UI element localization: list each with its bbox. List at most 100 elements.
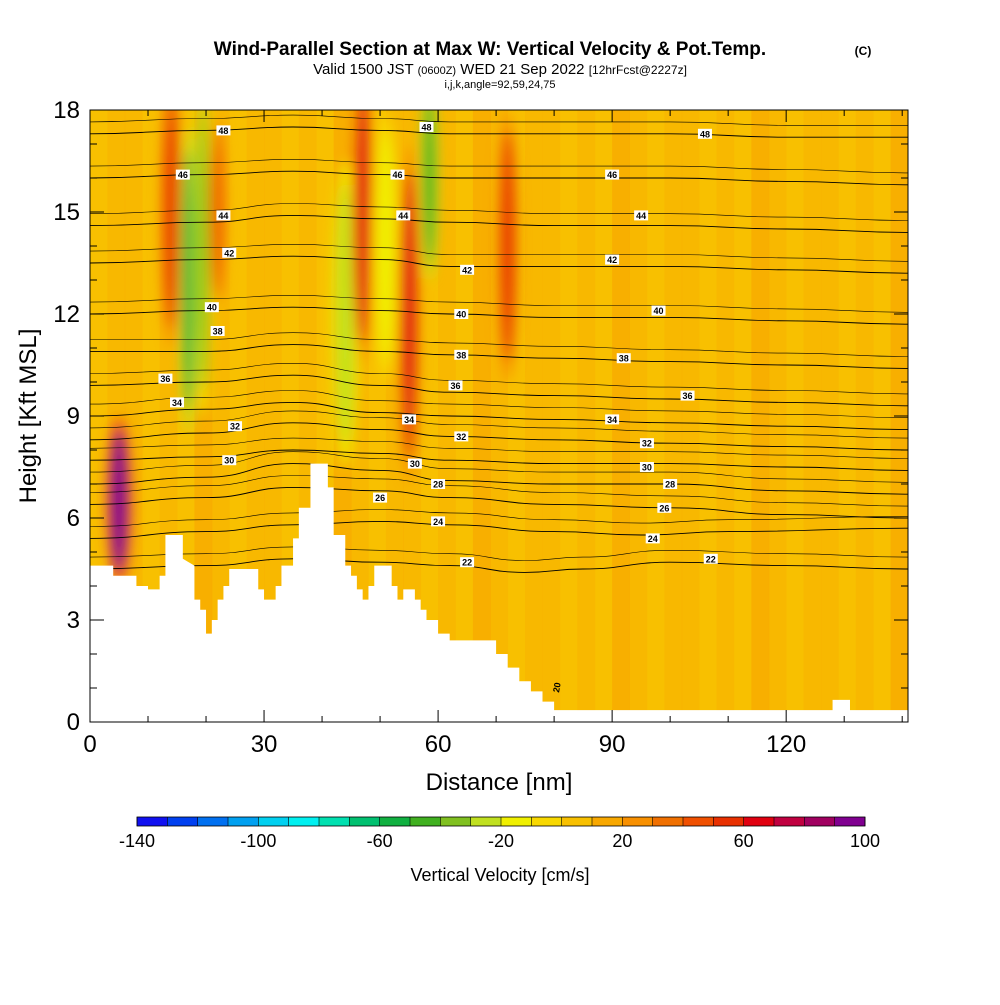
texture-column (542, 110, 561, 722)
contour-label: 36 (450, 381, 460, 391)
colorbar-tick-label: 60 (734, 831, 754, 851)
texture-column (525, 110, 544, 722)
contour-label-bg (657, 502, 672, 513)
x-tick-label: 90 (599, 731, 626, 758)
theta-contour-minor (90, 243, 908, 262)
contour-label: 44 (218, 211, 228, 221)
contour-label-bg (639, 462, 654, 472)
colorbar-tick-label: -60 (367, 831, 393, 851)
contour-label-bg (204, 302, 219, 313)
y-tick-label: 12 (53, 301, 80, 328)
colorbar-swatch (440, 817, 471, 826)
chart-title: Wind-Parallel Section at Max W: Vertical… (214, 39, 766, 60)
theta-contour-minor (90, 410, 908, 439)
subtitle-main: Valid 1500 JST (313, 61, 413, 78)
contour-label-bg (431, 479, 446, 489)
colorbar-tick-label: -100 (240, 831, 276, 851)
contour-label-bg (454, 349, 469, 360)
theta-contour-minor (90, 475, 908, 507)
contour-label-bg (703, 553, 718, 564)
contour-label-bg (222, 247, 237, 258)
theta-contour-minor (90, 437, 908, 459)
y-tick-label: 18 (53, 97, 80, 124)
contour-label: 22 (462, 558, 472, 568)
contour-label: 24 (648, 534, 658, 544)
colorbar-swatch (683, 817, 714, 826)
velocity-feature (197, 110, 209, 391)
colorbar-swatch (501, 817, 532, 826)
theta-contour-minor (90, 332, 908, 357)
contour-label: 38 (213, 327, 223, 337)
contour-label-bg (216, 125, 231, 136)
chart-title-mark: (C) (855, 44, 872, 58)
colorbar: -140 -100 -60 -20 20 60 100 (119, 816, 880, 851)
contour-labels: 22 22 24 24 26 26 28 28 30 30 30 32 32 32 34 34 34 36 36 36… (158, 122, 718, 693)
colorbar-swatch (713, 817, 744, 826)
contour-label: 48 (700, 129, 710, 139)
contour-label: 44 (636, 211, 646, 221)
contour-label: 32 (456, 432, 466, 442)
contour-label: 44 (398, 211, 408, 221)
velocity-feature (377, 130, 395, 362)
contour-label: 46 (607, 170, 617, 180)
colorbar-swatch (531, 817, 562, 826)
chart-ijk: i,j,k,angle=92,59,24,75 (444, 79, 555, 91)
contour-label: 40 (456, 310, 466, 320)
colorbar-swatch (167, 817, 198, 826)
colorbar-swatch (652, 817, 684, 826)
contour-label-bg (605, 254, 620, 265)
velocity-feature (110, 428, 128, 574)
contour-label-bg (680, 390, 695, 401)
contour-label-bg (419, 122, 434, 132)
contour-label-bg (222, 455, 237, 466)
colorbar-swatch (592, 817, 623, 826)
chart-subtitle: Valid 1500 JST (0600Z) WED 21 Sep 2022 [… (313, 61, 687, 78)
contour-label: 34 (607, 415, 617, 425)
y-tick-label: 6 (67, 505, 80, 532)
colorbar-swatch (349, 817, 380, 826)
x-axis-label: Distance [nm] (426, 769, 573, 796)
contour-label-bg (170, 397, 185, 408)
theta-contour-minor (90, 294, 908, 313)
colorbar-swatch (622, 817, 653, 826)
texture-column (646, 110, 665, 722)
colorbar-swatch (774, 817, 805, 826)
texture-column (803, 110, 822, 722)
theta-contour-24 (90, 520, 908, 539)
contour-label: 48 (218, 126, 228, 136)
contour-label: 22 (706, 554, 716, 564)
contour-label-bg (697, 128, 712, 139)
texture-column (124, 110, 143, 722)
contour-label-bg (616, 353, 631, 364)
y-tick-label: 15 (53, 199, 80, 226)
contour-label-bg (639, 438, 654, 449)
contour-label-bg (645, 533, 660, 544)
contour-label-bg (454, 309, 469, 319)
theta-contour-minor (90, 203, 908, 221)
theta-contour-22 (90, 558, 908, 573)
contour-label: 42 (224, 248, 234, 258)
x-tick-label: 30 (251, 731, 278, 758)
contour-label-bg (448, 380, 463, 391)
contour-label-bg (396, 210, 411, 221)
texture-column (559, 110, 578, 722)
contour-label-bg (210, 326, 225, 336)
contour-label-bg (390, 169, 405, 180)
contour-label-bg (158, 373, 173, 384)
texture-column (629, 110, 648, 722)
contour-label-bg (175, 169, 190, 180)
texture-column (820, 110, 839, 722)
texture-column (664, 110, 683, 722)
velocity-feature (182, 149, 195, 411)
contour-label-bg (454, 431, 469, 442)
y-tick-label: 9 (67, 403, 80, 430)
contour-label-bg (460, 557, 475, 568)
contour-label: 40 (654, 306, 664, 316)
texture-column (716, 110, 735, 722)
texture-column (142, 110, 161, 722)
velocity-feature (401, 169, 417, 459)
texture-column (855, 110, 874, 722)
colorbar-swatch (834, 817, 866, 826)
texture-column (699, 110, 718, 722)
